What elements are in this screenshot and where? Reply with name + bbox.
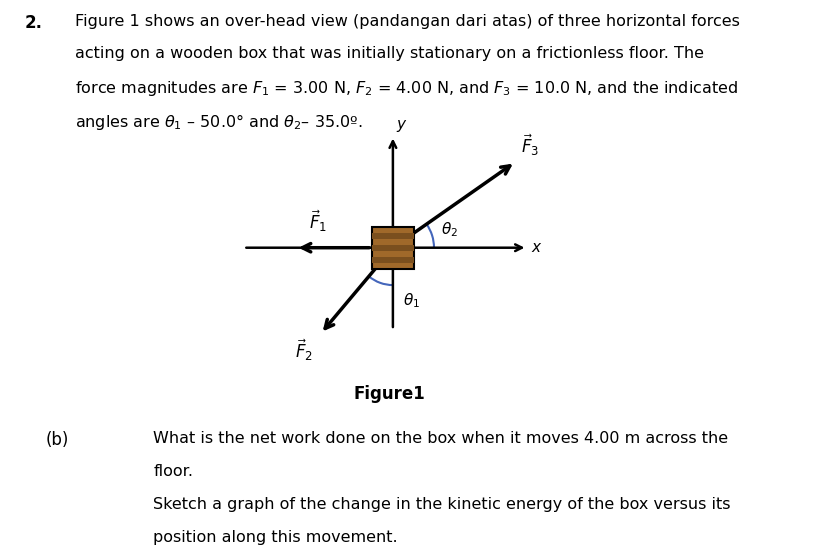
Text: $\vec{F}_3$: $\vec{F}_3$ [521, 132, 539, 157]
Text: force magnitudes are $F_1$ = 3.00 N, $F_2$ = 4.00 N, and $F_3$ = 10.0 N, and the: force magnitudes are $F_1$ = 3.00 N, $F_… [74, 79, 737, 98]
Bar [371, 233, 414, 239]
Text: position along this movement.: position along this movement. [153, 530, 397, 544]
Text: $\theta_1$: $\theta_1$ [403, 291, 420, 310]
Text: $\theta_2$: $\theta_2$ [441, 220, 458, 239]
Text: Sketch a graph of the change in the kinetic energy of the box versus its: Sketch a graph of the change in the kine… [153, 497, 729, 512]
Text: angles are $\theta_1$ – 50.0° and $\theta_2$– 35.0º.: angles are $\theta_1$ – 50.0° and $\thet… [74, 112, 361, 132]
Text: x: x [530, 240, 539, 255]
Text: $\vec{F}_1$: $\vec{F}_1$ [308, 209, 327, 234]
Bar [371, 257, 414, 263]
Text: floor.: floor. [153, 464, 193, 479]
Text: What is the net work done on the box when it moves 4.00 m across the: What is the net work done on the box whe… [153, 431, 728, 446]
Text: $\vec{F}_2$: $\vec{F}_2$ [295, 337, 313, 363]
Bar [371, 227, 414, 269]
Bar [371, 245, 414, 251]
Text: 2.: 2. [25, 14, 43, 32]
Text: (b): (b) [45, 431, 69, 449]
Text: Figure 1 shows an over-head view (pandangan dari atas) of three horizontal force: Figure 1 shows an over-head view (pandan… [74, 14, 739, 28]
Text: Figure1: Figure1 [353, 385, 424, 403]
Text: acting on a wooden box that was initially stationary on a frictionless floor. Th: acting on a wooden box that was initiall… [74, 46, 703, 61]
Text: y: y [396, 117, 405, 132]
